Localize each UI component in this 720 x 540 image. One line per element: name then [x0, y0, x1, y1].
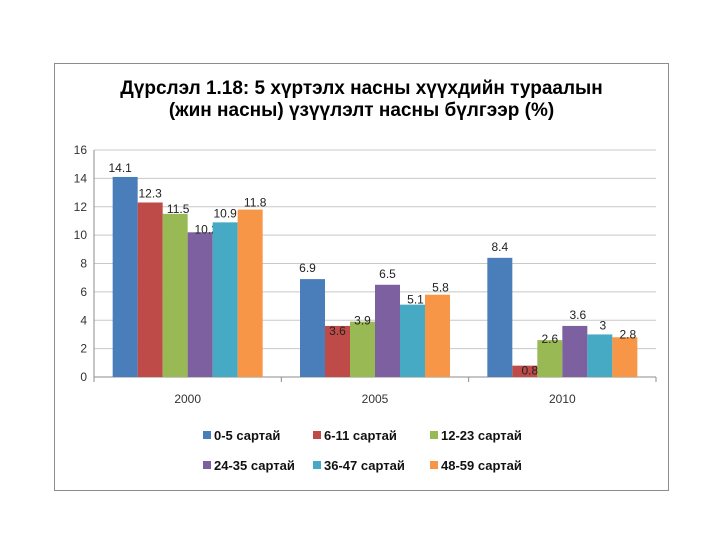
data-label-2010-24-35-сартай: 3.6	[569, 308, 586, 322]
y-tick-label-12: 12	[74, 200, 88, 214]
data-label-2010-36-47-сартай: 3	[599, 318, 606, 332]
x-tick-label-2005: 2005	[362, 392, 389, 406]
bar-2000-48-59-сартай	[237, 209, 263, 377]
bar-2000-36-47-сартай	[212, 222, 238, 377]
bar-2000-12-23-сартай	[162, 213, 188, 377]
bar-2010-24-35-сартай	[562, 325, 588, 377]
data-label-2005-48-59-сартай: 5.8	[432, 281, 449, 295]
legend-swatch-36-47-сартай	[313, 461, 321, 469]
data-label-2000-48-59-сартай: 11.8	[244, 196, 267, 210]
bar-2005-48-59-сартай	[425, 294, 450, 377]
bar-2000-24-35-сартай	[187, 232, 213, 377]
data-label-2000-36-47-сартай: 10.9	[213, 206, 237, 220]
y-tick-label-0: 0	[80, 370, 87, 384]
legend-label-6-11-сартай: 6-11 сартай	[324, 428, 397, 443]
legend-swatch-6-11-сартай	[313, 431, 321, 439]
data-label-2000-24-35-сартай: 10.2	[194, 222, 218, 236]
bar-2005-6-11-сартай	[325, 325, 350, 377]
bar-2005-24-35-сартай	[375, 284, 400, 377]
data-label-2000-6-11-сартай: 12.3	[138, 186, 162, 200]
bar-2010-6-11-сартай	[512, 365, 538, 377]
bar-2010-12-23-сартай	[537, 340, 563, 377]
data-label-2005-36-47-сартай: 5.1	[407, 293, 424, 307]
data-label-2010-12-23-сартай: 2.6	[541, 332, 558, 346]
data-label-2005-24-35-сартай: 6.5	[379, 267, 396, 281]
legend-swatch-0-5-сартай	[203, 431, 211, 439]
data-label-2000-12-23-сартай: 11.5	[167, 202, 190, 216]
bar-2010-36-47-сартай	[587, 334, 613, 377]
x-tick-label-2000: 2000	[174, 392, 201, 406]
bar-2000-0-5-сартай	[112, 176, 138, 377]
legend-swatch-12-23-сартай	[430, 431, 438, 439]
legend-label-12-23-сартай: 12-23 сартай	[441, 428, 522, 443]
y-tick-label-2: 2	[80, 342, 87, 356]
legend-swatch-24-35-сартай	[203, 461, 211, 469]
data-label-2010-48-59-сартай: 2.8	[619, 327, 636, 341]
legend-label-24-35-сартай: 24-35 сартай	[214, 458, 295, 473]
legend-label-0-5-сартай: 0-5 сартай	[214, 428, 280, 443]
bar-2000-6-11-сартай	[137, 202, 163, 377]
data-label-2010-0-5-сартай: 8.4	[491, 240, 508, 254]
bar-2005-12-23-сартай	[350, 321, 375, 377]
chart-title-line-1: Дүрслэл 1.18: 5 хүртэлх насны хүүхдийн т…	[120, 78, 603, 99]
chart-title-line-2: (жин насны) үзүүлэлт насны бүлгээр (%)	[168, 100, 555, 121]
data-label-2000-0-5-сартай: 14.1	[108, 161, 132, 175]
bar-2010-48-59-сартай	[612, 337, 638, 377]
y-tick-label-16: 16	[74, 143, 88, 157]
bar-2005-0-5-сартай	[300, 279, 325, 377]
x-tick-label-2010: 2010	[549, 392, 576, 406]
chart-title: Дүрслэл 1.18: 5 хүртэлх насны хүүхдийн т…	[55, 78, 668, 122]
legend-swatch-48-59-сартай	[430, 461, 438, 469]
bar-2005-36-47-сартай	[400, 304, 425, 377]
bar-2010-0-5-сартай	[487, 257, 513, 377]
legend-label-36-47-сартай: 36-47 сартай	[324, 458, 405, 473]
data-label-2010-6-11-сартай: 0.8	[521, 364, 538, 378]
y-tick-label-8: 8	[80, 257, 87, 271]
chart-plot: 0 2 4 6 8 10 12 14 16 14.1 12.3 11.5 10.2 10.9 11.8 200…	[74, 143, 657, 473]
y-tick-label-4: 4	[80, 313, 87, 327]
legend-label-48-59-сартай: 48-59 сартай	[441, 458, 522, 473]
chart-frame: Дүрслэл 1.18: 5 хүртэлх насны хүүхдийн т…	[54, 63, 669, 491]
data-label-2005-6-11-сартай: 3.6	[329, 324, 346, 338]
y-tick-label-6: 6	[80, 285, 87, 299]
data-label-2005-12-23-сартай: 3.9	[354, 314, 371, 328]
y-tick-label-10: 10	[74, 228, 88, 242]
data-label-2005-0-5-сартай: 6.9	[299, 261, 316, 275]
y-tick-label-14: 14	[74, 171, 88, 185]
